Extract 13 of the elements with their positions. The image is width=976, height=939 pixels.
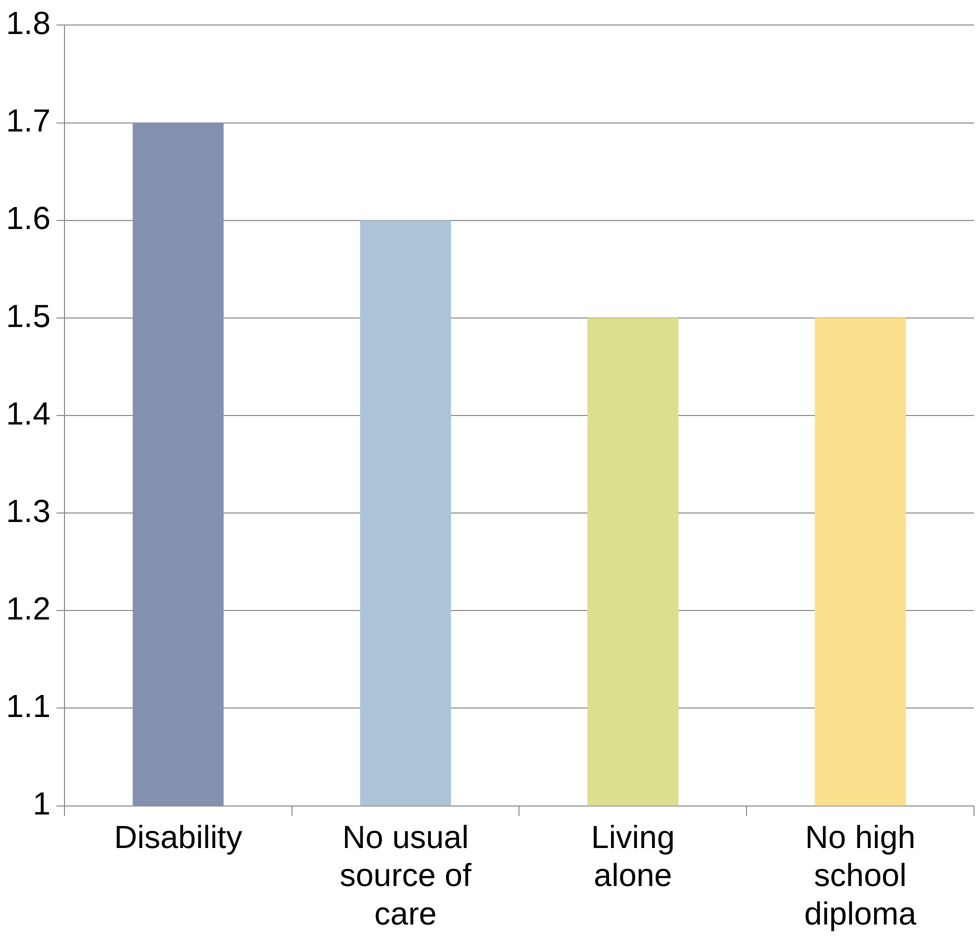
x-tick-label: Disability <box>114 818 242 855</box>
y-tick-label: 1.7 <box>6 102 50 139</box>
y-tick-label: 1.2 <box>6 590 50 626</box>
y-tick-label: 1.3 <box>6 492 50 529</box>
x-tick-label: Living alone <box>591 818 675 894</box>
y-tick-label: 1.4 <box>6 395 50 432</box>
x-tick-label: No high school diploma <box>804 818 917 932</box>
y-tick-label: 1.6 <box>6 200 50 236</box>
y-tick-label: 1 <box>32 786 50 822</box>
y-tick-label: 1.5 <box>6 298 50 334</box>
x-tick-label: No usual source of care <box>340 818 472 932</box>
y-tick-label: 1.8 <box>6 5 50 42</box>
y-tick-label: 1.1 <box>6 688 50 724</box>
